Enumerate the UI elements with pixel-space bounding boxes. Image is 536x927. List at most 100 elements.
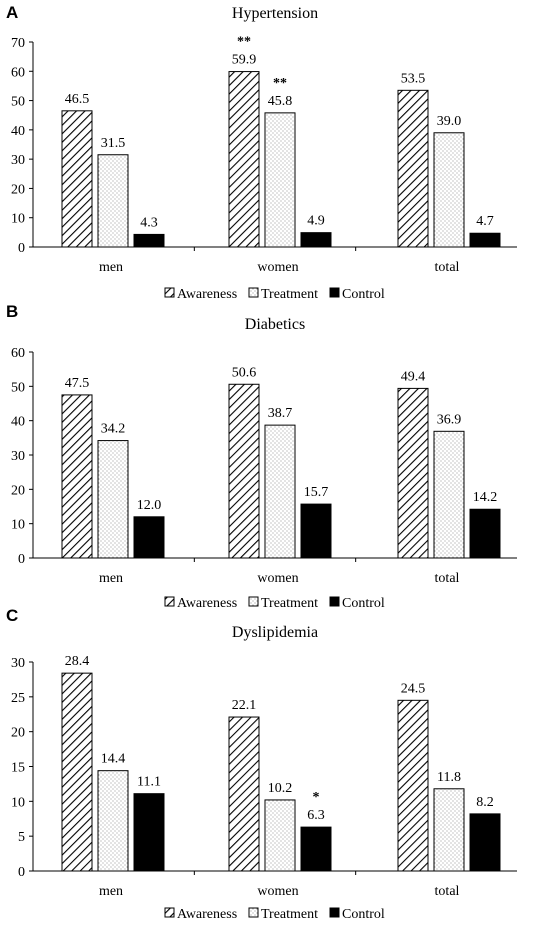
x-tick-label: total xyxy=(435,571,460,586)
panel-letter: B xyxy=(6,302,18,321)
bar-treatment xyxy=(97,154,129,248)
data-label: 11.1 xyxy=(137,775,161,790)
y-tick-label: 20 xyxy=(11,182,25,197)
x-tick-label: total xyxy=(435,884,460,899)
y-tick-label: 60 xyxy=(11,346,25,361)
bar-control xyxy=(300,503,332,559)
data-label: 36.9 xyxy=(437,412,462,427)
y-tick-label: 0 xyxy=(18,865,25,880)
legend-label: Treatment xyxy=(261,287,318,302)
legend-label: Awareness xyxy=(177,596,237,611)
x-tick-label: women xyxy=(257,260,298,275)
x-tick-label: men xyxy=(99,571,123,586)
data-label: 4.9 xyxy=(307,214,325,229)
bar-treatment xyxy=(264,799,296,872)
significance-marker: * xyxy=(313,790,320,805)
x-tick-label: women xyxy=(257,884,298,899)
y-tick-label: 50 xyxy=(11,380,25,395)
bar-control xyxy=(469,232,501,248)
y-tick-label: 0 xyxy=(18,241,25,256)
data-label: 49.4 xyxy=(401,369,426,384)
bar-awareness xyxy=(61,394,93,559)
x-tick-label: total xyxy=(435,260,460,275)
y-tick-label: 0 xyxy=(18,552,25,567)
legend-swatch-awareness xyxy=(164,907,175,918)
bar-control xyxy=(133,233,165,248)
legend-label: Control xyxy=(342,287,385,302)
bar-awareness xyxy=(397,699,429,872)
legend-swatch-control xyxy=(329,287,340,298)
data-label: 47.5 xyxy=(65,376,90,391)
bar-control xyxy=(469,508,501,559)
bar-control xyxy=(469,813,501,872)
data-label: 14.4 xyxy=(101,752,126,767)
legend-swatch-awareness xyxy=(164,596,175,607)
data-label: 14.2 xyxy=(473,490,498,505)
y-tick-label: 20 xyxy=(11,483,25,498)
legend-swatch-treatment xyxy=(248,287,259,298)
bar-treatment xyxy=(433,788,465,872)
legend: Awareness Treatment Control xyxy=(164,287,385,302)
bar-control xyxy=(133,793,165,872)
legend-label: Treatment xyxy=(261,907,318,922)
data-label: 8.2 xyxy=(476,795,494,810)
data-label: 59.9 xyxy=(232,53,257,68)
legend: Awareness Treatment Control xyxy=(164,907,385,922)
bar-control xyxy=(300,826,332,872)
data-label: 24.5 xyxy=(401,681,426,696)
bar-treatment xyxy=(433,430,465,559)
chart-panel-c: C Dyslipidemia 0 5 10 15 20 25 30 men women total 28… xyxy=(6,606,517,922)
bar-awareness xyxy=(61,110,93,248)
bar-awareness xyxy=(228,716,260,872)
data-label: 53.5 xyxy=(401,71,426,86)
legend-swatch-control xyxy=(329,596,340,607)
x-tick-label: men xyxy=(99,260,123,275)
significance-marker: ** xyxy=(237,35,251,50)
legend-label: Treatment xyxy=(261,596,318,611)
data-label: 31.5 xyxy=(101,136,126,151)
bar-treatment xyxy=(264,424,296,559)
bar-control xyxy=(133,516,165,559)
chart-title: Dyslipidemia xyxy=(232,624,318,641)
y-tick-label: 25 xyxy=(11,691,25,706)
x-tick-label: women xyxy=(257,571,298,586)
y-tick-label: 30 xyxy=(11,449,25,464)
bar-treatment xyxy=(97,440,129,559)
data-label: 15.7 xyxy=(304,485,329,500)
y-tick-label: 70 xyxy=(11,36,25,51)
significance-marker: ** xyxy=(273,76,287,91)
data-label: 10.2 xyxy=(268,781,293,796)
chart-panel-a: A Hypertension 0 10 20 30 40 50 60 70 men women tota… xyxy=(6,3,517,302)
bar-awareness xyxy=(397,387,429,559)
bar-treatment xyxy=(264,112,296,248)
data-label: 50.6 xyxy=(232,365,257,380)
y-tick-label: 40 xyxy=(11,415,25,430)
y-tick-label: 10 xyxy=(11,795,25,810)
chart-title: Diabetics xyxy=(245,316,305,333)
bar-awareness xyxy=(61,672,93,872)
legend-label: Control xyxy=(342,907,385,922)
legend-label: Awareness xyxy=(177,287,237,302)
legend-swatch-control xyxy=(329,907,340,918)
data-label: 34.2 xyxy=(101,422,126,437)
bar-awareness xyxy=(228,71,260,248)
panel-letter: A xyxy=(6,3,18,22)
data-label: 6.3 xyxy=(307,808,325,823)
data-label: 4.7 xyxy=(476,214,494,229)
data-label: 11.8 xyxy=(437,770,461,785)
legend-label: Awareness xyxy=(177,907,237,922)
y-tick-label: 10 xyxy=(11,518,25,533)
legend-swatch-treatment xyxy=(248,596,259,607)
x-tick-label: men xyxy=(99,884,123,899)
panel-letter: C xyxy=(6,606,18,625)
y-tick-label: 30 xyxy=(11,656,25,671)
legend: Awareness Treatment Control xyxy=(164,596,385,611)
legend-swatch-awareness xyxy=(164,287,175,298)
data-label: 12.0 xyxy=(137,498,162,513)
y-tick-label: 5 xyxy=(18,830,25,845)
data-label: 28.4 xyxy=(65,654,90,669)
bar-awareness xyxy=(397,89,429,248)
y-tick-label: 20 xyxy=(11,726,25,741)
data-label: 22.1 xyxy=(232,698,257,713)
